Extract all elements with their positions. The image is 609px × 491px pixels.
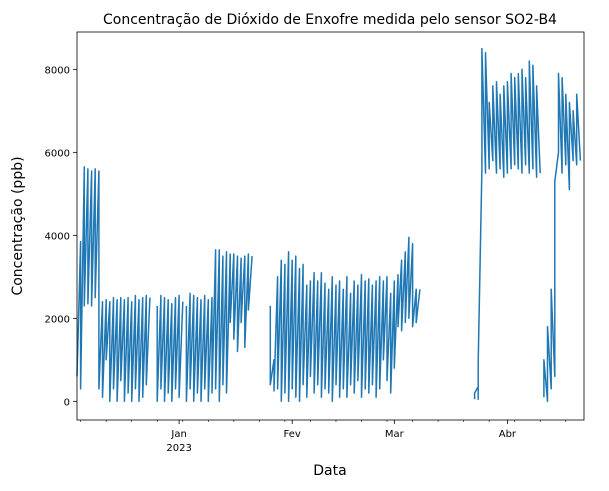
series-line-1: [76, 166, 151, 403]
x-tick-label: Fev: [284, 429, 301, 440]
x-axis-ticks: Jan 2023 Fev Mar Abr: [80, 420, 567, 454]
y-axis-ticks: 0 2000 4000 6000 8000: [45, 65, 77, 408]
x-tick-sublabel: 2023: [166, 443, 191, 454]
chart-title: Concentração de Dióxido de Enxofre medid…: [103, 12, 557, 28]
y-tick-label: 8000: [45, 65, 70, 76]
x-tick-label: Mar: [385, 429, 405, 440]
plot-frame: [76, 31, 585, 421]
y-tick-label: 6000: [45, 148, 70, 159]
series-layer: [76, 47, 582, 403]
series-line-2: [156, 294, 184, 403]
series-line-5: [473, 47, 541, 401]
x-tick-label: Jan: [170, 429, 186, 440]
series-line-4: [269, 236, 421, 403]
series-line-3: [185, 249, 253, 403]
y-tick-label: 4000: [45, 231, 70, 242]
series-line-6: [543, 72, 582, 403]
y-tick-label: 2000: [45, 314, 70, 325]
y-tick-label: 0: [64, 397, 70, 408]
x-axis-label: Data: [313, 463, 346, 479]
x-tick-label: Abr: [499, 429, 517, 440]
y-axis-label: Concentração (ppb): [10, 156, 26, 295]
